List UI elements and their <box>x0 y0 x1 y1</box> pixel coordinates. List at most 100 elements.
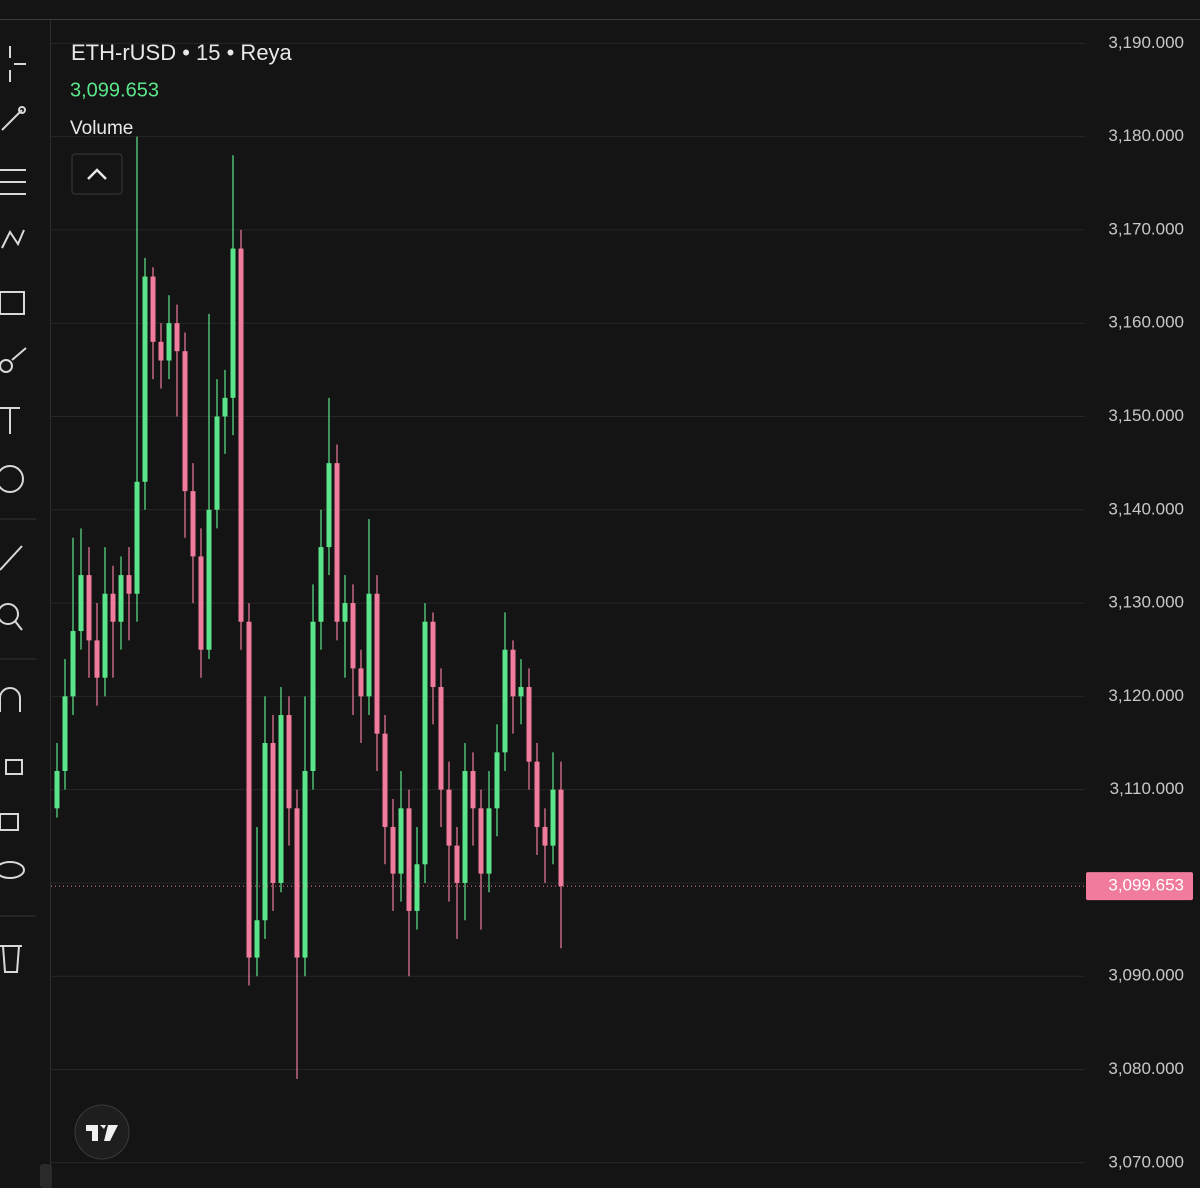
y-tick-label: 3,170.000 <box>1108 219 1184 238</box>
candle-body <box>206 509 212 650</box>
candle-body <box>454 845 460 883</box>
pattern-tool[interactable] <box>1 229 25 249</box>
candle-body <box>534 761 540 827</box>
candle-body <box>374 593 380 734</box>
candle-body <box>126 575 132 594</box>
candle-body <box>270 743 276 883</box>
candle-body <box>222 397 228 417</box>
candle-body <box>446 789 452 846</box>
y-tick-label: 3,110.000 <box>1110 779 1184 798</box>
candle-body <box>174 323 180 352</box>
last-price: 3,099.653 <box>70 79 159 101</box>
candle-body <box>254 920 260 958</box>
last-price-tag-label: 3,099.653 <box>1108 876 1184 895</box>
candle-body <box>518 687 524 697</box>
candle-body <box>406 808 412 911</box>
candle-body <box>166 323 172 361</box>
candle-body <box>558 789 564 887</box>
tradingview-logo[interactable] <box>74 1104 130 1160</box>
candle-body <box>414 864 420 911</box>
crosshair-tool[interactable] <box>9 46 26 82</box>
ruler-tool[interactable] <box>0 545 23 571</box>
candle-body <box>358 668 364 697</box>
candle-body <box>78 575 84 632</box>
candle-body <box>150 276 156 342</box>
candle-body <box>86 575 92 641</box>
y-tick-label: 3,190.000 <box>1108 33 1184 52</box>
candles <box>54 136 564 1079</box>
candle-body <box>350 603 356 669</box>
candle-body <box>110 593 116 622</box>
candle-body <box>342 603 348 622</box>
candle-body <box>94 640 100 678</box>
y-tick-label: 3,120.000 <box>1108 686 1184 705</box>
candle-body <box>438 687 444 790</box>
candle-body <box>462 770 468 883</box>
candle-body <box>190 491 196 557</box>
candle-body <box>54 770 60 809</box>
candle-body <box>526 687 532 762</box>
delete-tool[interactable] <box>0 945 22 973</box>
candle-body <box>238 248 244 622</box>
lock-drawing-tool[interactable] <box>5 759 23 775</box>
candle-body <box>62 696 68 771</box>
candle-body <box>294 808 300 958</box>
candle-body <box>134 481 140 594</box>
y-tick-label: 3,160.000 <box>1108 313 1184 332</box>
candle-body <box>422 621 428 865</box>
candle-body <box>550 789 556 846</box>
candle-body <box>198 556 204 650</box>
y-tick-label: 3,180.000 <box>1108 126 1184 145</box>
candle-body <box>494 752 500 809</box>
candle-body <box>214 416 220 510</box>
collapse-indicators[interactable] <box>71 153 123 195</box>
candle-body <box>366 593 372 697</box>
fib-tool[interactable] <box>0 169 26 195</box>
brush-tool[interactable] <box>0 347 27 373</box>
candle-body <box>182 351 188 492</box>
last-price-tag <box>1086 872 1193 901</box>
candle-body <box>390 826 396 874</box>
candle-body <box>302 770 308 958</box>
candle-body <box>326 463 332 548</box>
candle-body <box>278 715 284 883</box>
candle-body <box>542 826 548 846</box>
indicator-label: Volume <box>70 118 133 139</box>
candle-body <box>70 631 76 697</box>
candle-body <box>486 808 492 874</box>
y-tick-label: 3,140.000 <box>1108 499 1184 518</box>
magnet-tool[interactable] <box>0 687 21 712</box>
candle-body <box>318 547 324 622</box>
candle-body <box>286 715 292 809</box>
toolbar <box>0 46 52 1188</box>
y-tick-label: 3,070.000 <box>1108 1152 1184 1171</box>
candle-body <box>510 649 516 697</box>
candle-body <box>142 276 148 482</box>
y-tick-label: 3,150.000 <box>1108 406 1184 425</box>
candle-body <box>470 770 476 809</box>
lock-tool[interactable] <box>0 813 19 831</box>
collapse-toolbar[interactable] <box>40 1164 52 1188</box>
trend-line-tool[interactable] <box>1 106 26 131</box>
prediction-tool[interactable] <box>0 291 25 315</box>
y-tick-label: 3,090.000 <box>1108 966 1184 985</box>
candle-body <box>382 733 388 827</box>
candle-body <box>310 621 316 771</box>
candle-body <box>246 621 252 958</box>
candle-body <box>102 593 108 678</box>
candle-body <box>398 808 404 874</box>
visibility-tool[interactable] <box>0 861 25 879</box>
chart-title: ETH-rUSD • 15 • Reya <box>71 40 293 65</box>
candle-body <box>118 575 124 622</box>
candle-body <box>262 743 268 921</box>
y-tick-label: 3,080.000 <box>1108 1059 1184 1078</box>
text-tool[interactable] <box>0 407 20 434</box>
zoom-tool[interactable] <box>0 603 23 631</box>
candle-body <box>430 621 436 688</box>
y-tick-label: 3,130.000 <box>1108 593 1184 612</box>
candle-body <box>230 248 236 398</box>
emoji-tool[interactable] <box>0 465 24 493</box>
